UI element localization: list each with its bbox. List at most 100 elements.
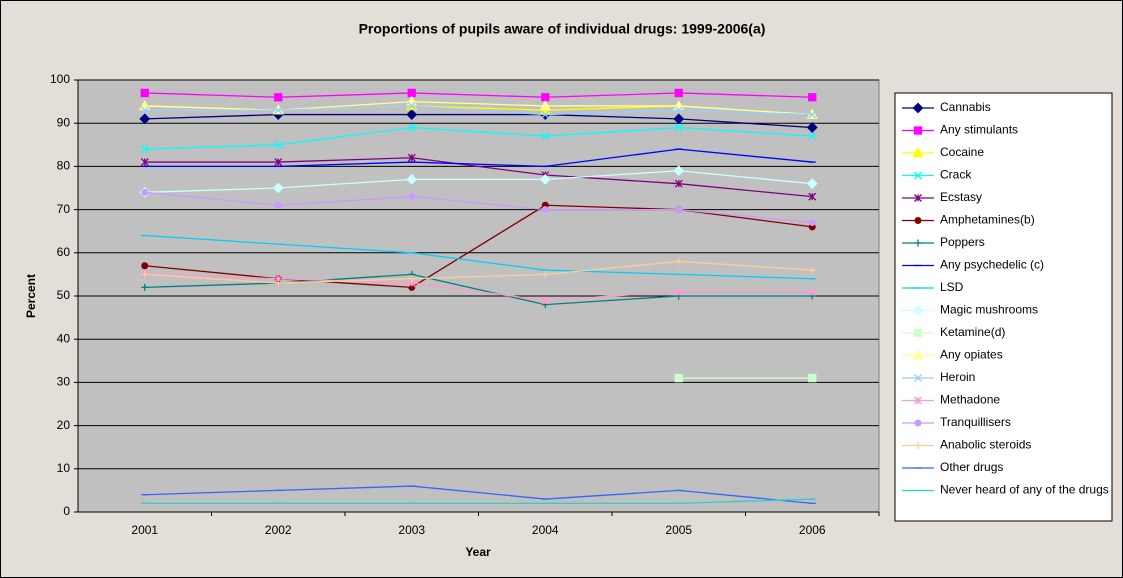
data-point (675, 206, 683, 214)
data-point (407, 101, 416, 110)
y-tick-label: 70 (57, 202, 71, 216)
legend-label: Methadone (940, 393, 1000, 407)
data-point (406, 173, 418, 185)
legend-label: Crack (940, 168, 972, 182)
y-tick-label: 60 (57, 245, 71, 259)
series-line (144, 113, 813, 129)
data-point (407, 153, 416, 162)
x-tick-label: 2002 (265, 523, 292, 537)
series-line (144, 485, 813, 505)
y-tick-label: 90 (57, 115, 71, 129)
data-point (274, 279, 282, 287)
data-point (808, 287, 817, 296)
data-point (274, 140, 283, 149)
data-point (674, 287, 683, 296)
data-point (673, 113, 685, 125)
series-line (144, 234, 813, 280)
x-tick-label: 2003 (398, 523, 425, 537)
series-line (144, 170, 813, 193)
data-point (408, 275, 416, 283)
x-tick-label: 2005 (665, 523, 692, 537)
legend-marker (912, 102, 924, 114)
x-tick-label: 2001 (131, 523, 158, 537)
legend-marker (912, 305, 924, 316)
data-point (141, 270, 149, 278)
data-point (140, 145, 149, 154)
data-point (674, 373, 683, 383)
data-point (408, 193, 416, 201)
legend-marker (912, 349, 924, 360)
series-line (144, 105, 813, 116)
legend-marker (913, 126, 923, 135)
series-line (144, 273, 813, 306)
chart-title: Proportions of pupils aware of individua… (359, 21, 766, 37)
series-line (144, 92, 813, 98)
legend-label: Magic mushrooms (940, 303, 1038, 317)
legend-marker (914, 442, 922, 449)
legend-label: Any opiates (940, 348, 1003, 362)
data-point (274, 201, 282, 209)
series-line (144, 148, 813, 168)
legend-label: Any psychedelic (c) (940, 258, 1044, 272)
legend-label: Cocaine (940, 145, 984, 159)
data-point (139, 113, 151, 125)
data-point (806, 122, 818, 133)
y-axis-title: Percent (24, 274, 38, 318)
series-line (144, 157, 813, 198)
data-point (541, 206, 549, 214)
x-tick-label: 2004 (532, 523, 559, 537)
x-tick-label: 2006 (799, 523, 826, 537)
legend-marker (914, 171, 922, 180)
legend-marker (914, 217, 922, 224)
legend-marker (914, 194, 922, 202)
data-point (274, 106, 283, 115)
legend-label: Tranquillisers (940, 415, 1011, 429)
data-point (541, 93, 550, 102)
data-point (808, 192, 817, 201)
legend-marker (914, 396, 922, 405)
legend-label: Never heard of any of the drugs (940, 483, 1109, 497)
series-line (144, 191, 813, 224)
y-tick-label: 40 (57, 331, 71, 345)
data-point (541, 270, 549, 278)
data-point (140, 106, 149, 115)
data-point (541, 132, 550, 141)
data-point (406, 109, 418, 120)
data-point (808, 373, 817, 383)
data-point (808, 93, 817, 102)
legend-marker (912, 147, 924, 158)
legend-label: Heroin (940, 370, 975, 384)
y-tick-label: 30 (57, 375, 71, 389)
series-line (144, 498, 813, 505)
data-point (274, 158, 283, 167)
legend-label: Anabolic steroids (940, 438, 1031, 452)
data-point (272, 182, 284, 194)
data-point (808, 266, 816, 274)
legend-label: Cannabis (940, 100, 991, 114)
legend-marker (914, 239, 922, 247)
y-tick-label: 20 (57, 418, 71, 432)
y-tick-label: 0 (63, 504, 70, 518)
series-line (144, 100, 813, 116)
data-point (407, 88, 416, 98)
data-point (539, 100, 551, 111)
data-point (808, 132, 817, 141)
legend-marker (914, 374, 922, 382)
series-line (144, 260, 813, 284)
legend-label: Ketamine(d) (940, 325, 1005, 339)
legend-label: Poppers (940, 235, 985, 249)
data-point (674, 123, 683, 132)
legend-label: Amphetamines(b) (940, 213, 1035, 227)
y-tick-label: 50 (57, 288, 71, 302)
legend-marker (913, 328, 923, 338)
y-tick-label: 80 (57, 159, 71, 173)
data-point (274, 93, 283, 102)
data-point (808, 219, 816, 227)
legend-label: Ecstasy (940, 190, 982, 204)
series-line (144, 273, 813, 301)
data-point (141, 188, 149, 196)
y-tick-label: 10 (57, 461, 71, 475)
data-point (141, 283, 149, 291)
data-point (541, 296, 550, 305)
